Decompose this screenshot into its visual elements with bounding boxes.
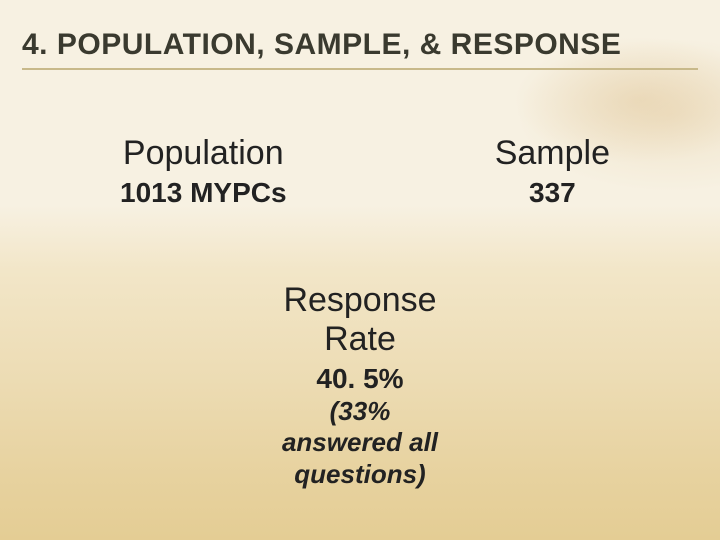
population-block: Population 1013 MYPCs bbox=[120, 134, 287, 209]
population-value: 1013 MYPCs bbox=[120, 177, 287, 209]
response-note-line3: questions) bbox=[0, 459, 720, 490]
top-row: Population 1013 MYPCs Sample 337 bbox=[0, 78, 720, 209]
response-note-line1: (33% bbox=[0, 396, 720, 427]
sample-label: Sample bbox=[495, 134, 610, 173]
response-value: 40. 5% bbox=[0, 361, 720, 396]
population-label: Population bbox=[120, 134, 287, 173]
response-block: Response Rate 40. 5% (33% answered all q… bbox=[0, 209, 720, 490]
slide-title: 4. POPULATION, SAMPLE, & RESPONSE bbox=[22, 28, 698, 70]
sample-block: Sample 337 bbox=[495, 134, 610, 209]
response-note-line2: answered all bbox=[0, 427, 720, 458]
response-label-line2: Rate bbox=[0, 320, 720, 359]
title-region: 4. POPULATION, SAMPLE, & RESPONSE bbox=[0, 0, 720, 78]
response-label-line1: Response bbox=[0, 281, 720, 320]
sample-value: 337 bbox=[495, 177, 610, 209]
